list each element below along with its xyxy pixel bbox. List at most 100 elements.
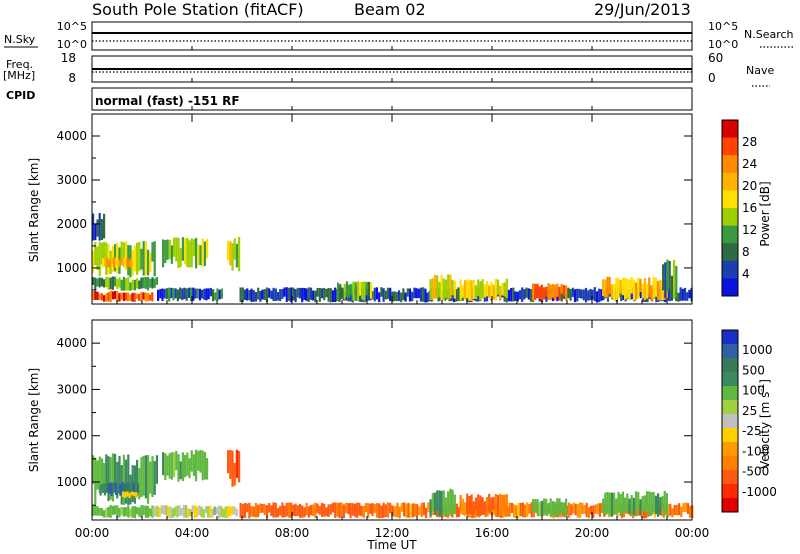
velocity-cell bbox=[325, 507, 328, 517]
velocity-cell bbox=[547, 503, 550, 515]
velocity-cell bbox=[474, 497, 478, 511]
velocity-cell bbox=[94, 457, 97, 505]
velocity-cell bbox=[458, 507, 461, 517]
velocity-cell bbox=[510, 502, 513, 513]
velocity-cell bbox=[92, 505, 95, 516]
velocity-cell bbox=[215, 507, 218, 515]
velocity-cell bbox=[307, 506, 310, 518]
velocity-cell bbox=[239, 502, 242, 518]
velocity-cell bbox=[380, 505, 383, 518]
power-patch bbox=[429, 274, 456, 302]
power-cell bbox=[617, 278, 620, 299]
power-cell bbox=[103, 241, 106, 267]
velocity-cell bbox=[204, 506, 207, 514]
velocity-cell bbox=[125, 507, 128, 517]
beam-label: Beam 02 bbox=[354, 0, 426, 19]
power-colorbar-label: 20 bbox=[742, 179, 757, 193]
power-cell bbox=[670, 275, 673, 298]
velocity-patch bbox=[122, 491, 138, 499]
power-cell bbox=[149, 278, 152, 288]
power-cell bbox=[144, 277, 147, 289]
power-cell bbox=[380, 287, 383, 297]
power-cell bbox=[130, 258, 133, 268]
power-cell bbox=[683, 287, 687, 301]
power-colorbar-label: 12 bbox=[742, 223, 757, 237]
velocity-cell bbox=[524, 504, 527, 518]
velocity-cell bbox=[320, 502, 324, 517]
velocity-cell bbox=[619, 493, 622, 516]
velocity-cell bbox=[128, 483, 131, 496]
velocity-cell bbox=[403, 502, 406, 517]
velocity-cell bbox=[459, 494, 462, 511]
velocity-cell bbox=[160, 505, 163, 514]
velocity-cell bbox=[449, 488, 452, 514]
freq-tick-top: 18 bbox=[61, 51, 76, 65]
velocity-cell bbox=[109, 457, 112, 500]
velocity-colorbar-swatch bbox=[722, 442, 738, 457]
velocity-cell bbox=[416, 504, 419, 517]
power-cell bbox=[615, 277, 618, 300]
velocity-cell bbox=[235, 508, 238, 517]
power-cell bbox=[646, 283, 649, 299]
velocity-cell bbox=[163, 505, 166, 515]
velocity-cell bbox=[530, 502, 533, 518]
power-cell bbox=[481, 279, 484, 299]
velocity-cell bbox=[121, 482, 124, 494]
power-cell bbox=[120, 241, 123, 266]
velocity-cell bbox=[111, 453, 114, 502]
velocity-cell bbox=[191, 505, 194, 513]
plot-title: South Pole Station (fitACF) bbox=[92, 0, 304, 19]
power-cell bbox=[363, 281, 366, 301]
velocity-cell bbox=[218, 505, 221, 519]
velocity-cell bbox=[301, 505, 304, 518]
power-cell bbox=[135, 293, 138, 299]
power-cell bbox=[196, 288, 199, 299]
time-axis-title: Time UT bbox=[366, 538, 417, 552]
power-cell bbox=[162, 239, 165, 268]
power-patch bbox=[102, 257, 133, 269]
velocity-colorbar-swatch bbox=[722, 498, 738, 513]
power-cell bbox=[606, 276, 609, 298]
power-cell bbox=[318, 288, 321, 302]
velocity-cell bbox=[118, 455, 121, 494]
velocity-cell bbox=[329, 504, 332, 515]
velocity-cell bbox=[517, 502, 520, 519]
power-cell bbox=[402, 288, 405, 301]
power-cell bbox=[136, 278, 139, 289]
velocity-cell bbox=[336, 502, 339, 517]
power-cell bbox=[197, 244, 200, 265]
power-cell bbox=[218, 289, 221, 300]
power-cell bbox=[263, 289, 266, 301]
power-cell bbox=[411, 291, 414, 302]
power-cell bbox=[337, 282, 340, 301]
velocity-cell bbox=[178, 505, 181, 517]
power-cell bbox=[115, 257, 118, 268]
power-cell bbox=[440, 274, 443, 302]
power-cell bbox=[212, 289, 215, 302]
power-cell bbox=[151, 292, 154, 302]
power-cell bbox=[192, 239, 195, 257]
velocity-cell bbox=[261, 504, 264, 513]
power-cell bbox=[626, 278, 629, 299]
velocity-cell bbox=[353, 503, 357, 517]
velocity-cell bbox=[116, 505, 119, 518]
velocity-cell bbox=[572, 502, 575, 514]
power-cell bbox=[436, 275, 439, 299]
velocity-cell bbox=[187, 508, 190, 518]
velocity-cell bbox=[351, 503, 354, 516]
velocity-cell bbox=[165, 505, 168, 516]
velocity-cell bbox=[114, 505, 117, 515]
power-cell bbox=[127, 276, 130, 291]
velocity-ytick-label: 1000 bbox=[56, 475, 87, 489]
power-cell bbox=[686, 292, 689, 301]
power-patch bbox=[157, 287, 223, 302]
power-cell bbox=[298, 287, 302, 299]
velocity-cell bbox=[179, 461, 182, 480]
velocity-cell bbox=[106, 483, 109, 493]
velocity-cell bbox=[174, 506, 177, 517]
velocity-cell bbox=[140, 505, 143, 518]
velocity-cell bbox=[158, 507, 161, 518]
power-ytick-label: 4000 bbox=[56, 129, 87, 143]
velocity-cell bbox=[257, 504, 260, 518]
velocity-cell bbox=[130, 491, 133, 496]
